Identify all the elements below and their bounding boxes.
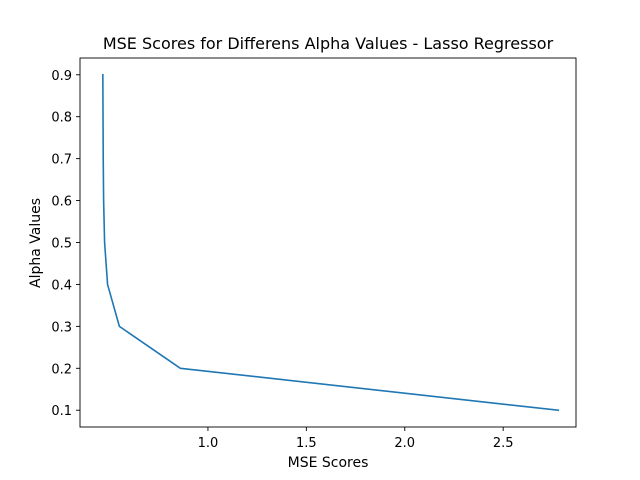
- y-tick-label: 0.3: [51, 320, 72, 335]
- x-tick-label: 1.5: [296, 436, 317, 451]
- chart-title: MSE Scores for Differens Alpha Values - …: [103, 34, 554, 53]
- y-tick-label: 0.5: [51, 237, 72, 252]
- series-line-0: [102, 73, 560, 412]
- axes-frame: [79, 57, 577, 428]
- x-tick-label: 1.0: [198, 436, 219, 451]
- y-tick-label: 0.2: [51, 362, 72, 377]
- y-tick-label: 0.1: [51, 404, 72, 419]
- x-axis-label: MSE Scores: [288, 455, 369, 471]
- x-tick-label: 2.5: [493, 436, 514, 451]
- y-tick-label: 0.4: [51, 278, 72, 293]
- y-tick-label: 0.6: [51, 195, 72, 210]
- y-tick-label: 0.7: [51, 153, 72, 168]
- x-tick-label: 2.0: [394, 436, 415, 451]
- y-tick-label: 0.9: [51, 69, 72, 84]
- y-tick-label: 0.8: [51, 111, 72, 126]
- y-axis-label: Alpha Values: [28, 198, 44, 288]
- plot-area: 1.0 1.5 2.0 2.5 0.1 0.2 0.3 0.4 0.5 0.6 0.7 0.8 0.9: [51, 57, 577, 451]
